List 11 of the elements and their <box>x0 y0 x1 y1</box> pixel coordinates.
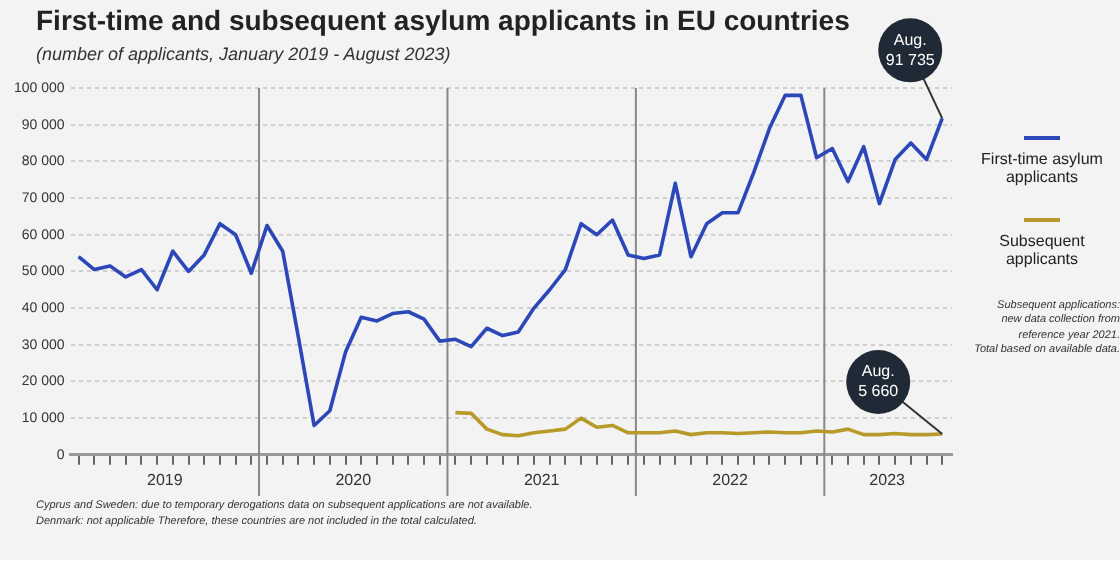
x-tick-label: 2022 <box>712 470 750 489</box>
x-tick-label: 2023 <box>869 470 907 489</box>
annotation: Aug. 5 660 <box>858 362 900 401</box>
x-tick-label: 2019 <box>147 470 184 489</box>
annotation: Aug. 91 735 <box>885 30 936 69</box>
x-tick-label: 2021 <box>523 470 561 489</box>
x-tick-label: 2020 <box>335 470 373 489</box>
legend-label: Subsequent applicants <box>999 232 1085 268</box>
chart-subtitle: (number of applicants, January 2019 - August 2023) <box>36 44 451 64</box>
chart-title: First-time and subsequent asylum applicants in EU countries <box>36 4 850 36</box>
legend-label: First-time asylum applicants <box>981 150 1103 186</box>
